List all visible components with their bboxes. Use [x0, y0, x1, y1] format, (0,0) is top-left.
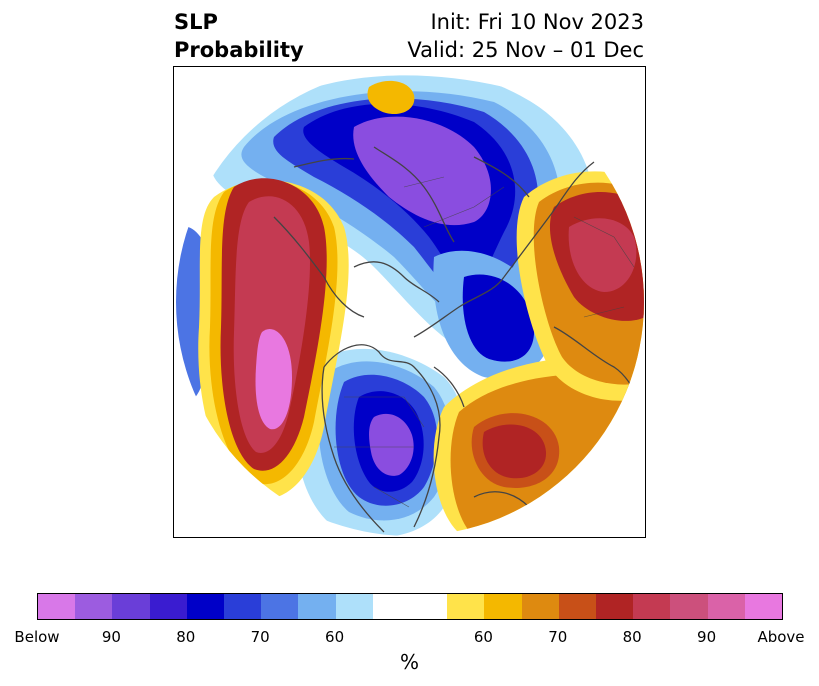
colorbar-tick-labels: Below 90 80 70 60 60 70 80 90 Above	[0, 628, 819, 648]
colorbar-swatch	[670, 594, 708, 619]
colorbar-swatch	[633, 594, 671, 619]
colorbar-swatch	[75, 594, 113, 619]
colorbar	[37, 593, 783, 620]
colorbar-swatch	[224, 594, 262, 619]
map-title-right: Init: Fri 10 Nov 2023 Valid: 25 Nov – 01…	[407, 8, 644, 64]
colorbar-tick-label: 70	[548, 628, 568, 646]
colorbar-tick-label: 60	[473, 628, 493, 646]
colorbar-tick-label: 80	[176, 628, 196, 646]
title-valid-range: Valid: 25 Nov – 01 Dec	[407, 38, 644, 62]
colorbar-tick-label: 70	[250, 628, 270, 646]
colorbar-tick-label: 80	[622, 628, 642, 646]
colorbar-tick-label: 60	[325, 628, 345, 646]
colorbar-swatch	[335, 594, 373, 619]
polar-map	[173, 66, 646, 538]
title-product: Probability	[174, 38, 304, 62]
colorbar-swatch	[410, 594, 448, 619]
colorbar-swatch	[112, 594, 150, 619]
colorbar-swatch	[38, 594, 76, 619]
colorbar-swatch	[521, 594, 559, 619]
colorbar-swatch	[484, 594, 522, 619]
colorbar-swatch	[372, 594, 411, 619]
colorbar-swatch	[558, 594, 597, 619]
colorbar-swatch	[149, 594, 187, 619]
colorbar-tick-label: Above	[757, 628, 805, 646]
colorbar-tick-label: 90	[697, 628, 717, 646]
colorbar-swatch	[596, 594, 634, 619]
colorbar-swatch	[707, 594, 745, 619]
colorbar-swatch	[744, 594, 783, 619]
below-core-arctic	[353, 116, 491, 226]
colorbar-tick-label: 90	[101, 628, 121, 646]
map-canvas	[176, 68, 644, 536]
title-init-date: Init: Fri 10 Nov 2023	[430, 10, 644, 34]
borders	[334, 176, 635, 508]
colorbar-swatch	[261, 594, 299, 619]
colorbar-unit-label: %	[399, 650, 419, 674]
title-variable: SLP	[174, 10, 218, 34]
colorbar-swatch	[447, 594, 485, 619]
above-core-pacific	[255, 329, 292, 430]
colorbar-swatch	[298, 594, 336, 619]
colorbar-tick-label: Below	[14, 628, 60, 646]
map-title-left: SLP Probability	[174, 8, 304, 64]
colorbar-swatch	[186, 594, 225, 619]
probability-field	[176, 68, 644, 536]
